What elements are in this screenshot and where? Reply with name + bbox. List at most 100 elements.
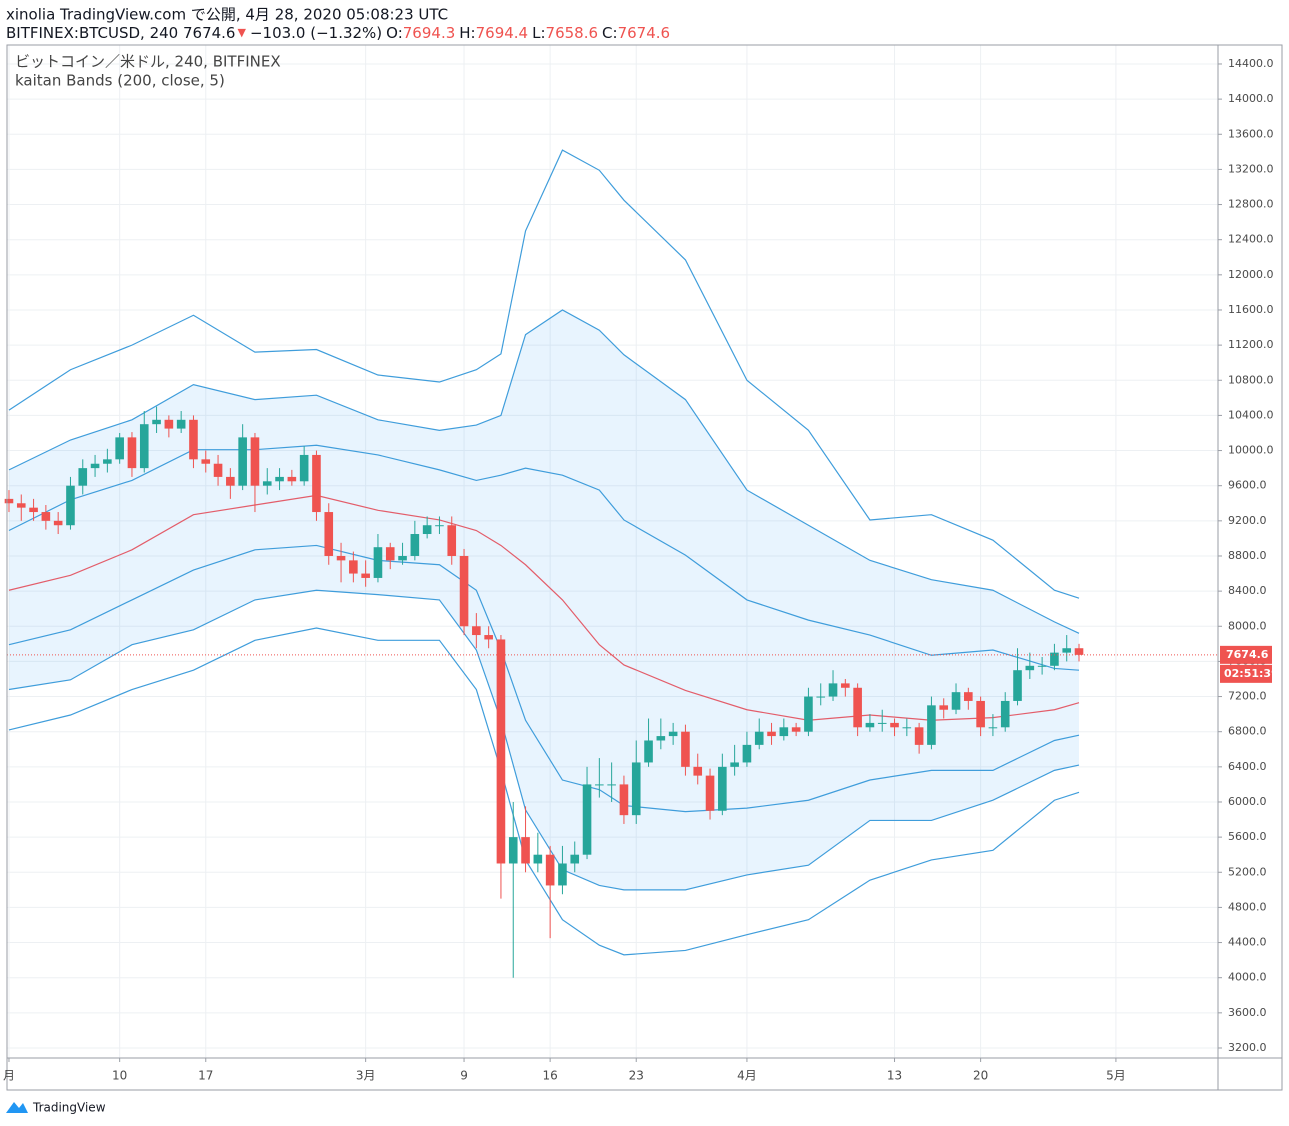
candle-body xyxy=(656,736,666,741)
candle-body xyxy=(582,784,592,855)
candle-body xyxy=(828,683,838,697)
candle-body xyxy=(472,626,481,636)
candle-body xyxy=(1013,670,1022,701)
logo-icon xyxy=(6,1102,28,1113)
y-tick-label: 9600.0 xyxy=(1228,479,1267,492)
ohlc-value: 7674.6 xyxy=(618,24,671,42)
arrow: ▼ xyxy=(237,26,246,39)
candle-body xyxy=(570,854,580,864)
x-tick-label: 5月 xyxy=(1106,1069,1126,1083)
countdown-tag xyxy=(1220,664,1272,683)
candle-body xyxy=(90,463,100,469)
candle-body xyxy=(853,687,862,728)
y-tick-label: 8000.0 xyxy=(1228,619,1267,632)
candle-body xyxy=(103,459,112,464)
x-tick-label: 23 xyxy=(629,1069,644,1083)
candle-body xyxy=(607,784,616,786)
candle-body xyxy=(496,639,506,864)
x-tick-label: 9 xyxy=(460,1069,468,1083)
y-tick-label: 9200.0 xyxy=(1228,514,1267,527)
logo: TradingView xyxy=(6,1101,106,1115)
frame xyxy=(6,44,1283,1091)
candle-body xyxy=(508,837,518,864)
logo-text: TradingView xyxy=(32,1101,106,1115)
candle-body xyxy=(681,731,690,767)
band-fill xyxy=(8,309,1080,890)
candle-body xyxy=(927,705,936,745)
candle-body xyxy=(29,507,38,513)
candle-body xyxy=(447,525,457,556)
y-tick-label: 6800.0 xyxy=(1228,725,1267,738)
candle-body xyxy=(779,727,789,737)
candle-body xyxy=(742,744,752,763)
y-tick-label: 4800.0 xyxy=(1228,900,1267,913)
candle-body xyxy=(226,476,235,486)
last-price-tag xyxy=(1220,645,1272,664)
candle-body xyxy=(410,534,420,556)
y-tick-label: 6400.0 xyxy=(1228,760,1267,773)
ohlc-value: 7658.6 xyxy=(546,24,599,42)
y-tick-label: 12800.0 xyxy=(1228,198,1274,211)
candle-body xyxy=(299,454,309,482)
candle-body xyxy=(754,731,764,745)
y-tick-label: 14000.0 xyxy=(1228,92,1274,105)
band-line xyxy=(8,589,1080,891)
candle-body xyxy=(705,775,715,811)
y-tick-label: 13200.0 xyxy=(1228,162,1274,175)
published-line: xinolia TradingView.com で公開, 4月 28, 2020… xyxy=(6,6,448,24)
candle-body xyxy=(877,722,887,724)
candle-body xyxy=(312,454,321,513)
candle-body xyxy=(201,459,211,464)
candle-body xyxy=(545,854,555,886)
candle-body xyxy=(385,547,395,561)
candle-body xyxy=(78,468,88,486)
axes: 3200.0 3600.0 4000.0 4400.0 4800.0 5200.0 5600… xyxy=(3,57,1279,1083)
x-tick-label: 月 xyxy=(3,1069,15,1083)
candle-body xyxy=(767,731,776,737)
y-tick-label: 10800.0 xyxy=(1228,373,1274,386)
band-line xyxy=(8,149,1080,599)
y-tick-label: 3600.0 xyxy=(1228,1006,1267,1019)
candle-body xyxy=(804,696,813,732)
candle-body xyxy=(189,419,198,460)
candle-body xyxy=(730,762,739,767)
y-tick-label: 13600.0 xyxy=(1228,127,1274,140)
candle-body xyxy=(902,727,912,729)
candle-body xyxy=(324,512,334,556)
candle-body xyxy=(176,419,186,429)
ohlc-value: 7694.3 xyxy=(403,24,456,42)
legend-symbol: ビットコイン／米ドル, 240, BITFINEX xyxy=(15,53,281,71)
ohlc-value: 7694.4 xyxy=(476,24,529,42)
band-line xyxy=(8,627,1080,956)
candle-body xyxy=(816,696,826,698)
y-tick-label: 6000.0 xyxy=(1228,795,1267,808)
candle-body xyxy=(976,700,985,728)
ohlc-line: BITFINEX:BTCUSD, 240 7674.6 ▼ −103.0 (−1.3… xyxy=(6,24,670,42)
candle-body xyxy=(16,503,26,508)
candle-body xyxy=(164,419,174,429)
candle-body xyxy=(349,560,358,574)
candle-body xyxy=(41,512,51,521)
y-tick-label: 8400.0 xyxy=(1228,584,1267,597)
candle-body xyxy=(4,498,14,504)
candle-body xyxy=(435,525,444,527)
candle-body xyxy=(262,481,272,486)
plot xyxy=(4,149,1218,978)
candle-body xyxy=(139,424,149,469)
y-tick-label: 5200.0 xyxy=(1228,865,1267,878)
ohlc-label: O: xyxy=(386,24,403,42)
y-tick-label: 3200.0 xyxy=(1228,1041,1267,1054)
candle-body xyxy=(1062,648,1072,653)
candle-body xyxy=(791,727,801,732)
candle-body xyxy=(459,555,469,627)
y-tick-label: 7200.0 xyxy=(1228,690,1267,703)
x-tick-label: 10 xyxy=(112,1069,127,1083)
candle-body xyxy=(127,437,137,469)
candle-body xyxy=(521,837,530,864)
candle-body xyxy=(361,573,370,578)
candle-body xyxy=(693,766,703,776)
candle-body xyxy=(422,525,432,535)
candle-body xyxy=(988,727,998,729)
y-tick-label: 11200.0 xyxy=(1228,338,1274,351)
grid xyxy=(7,45,1218,1058)
